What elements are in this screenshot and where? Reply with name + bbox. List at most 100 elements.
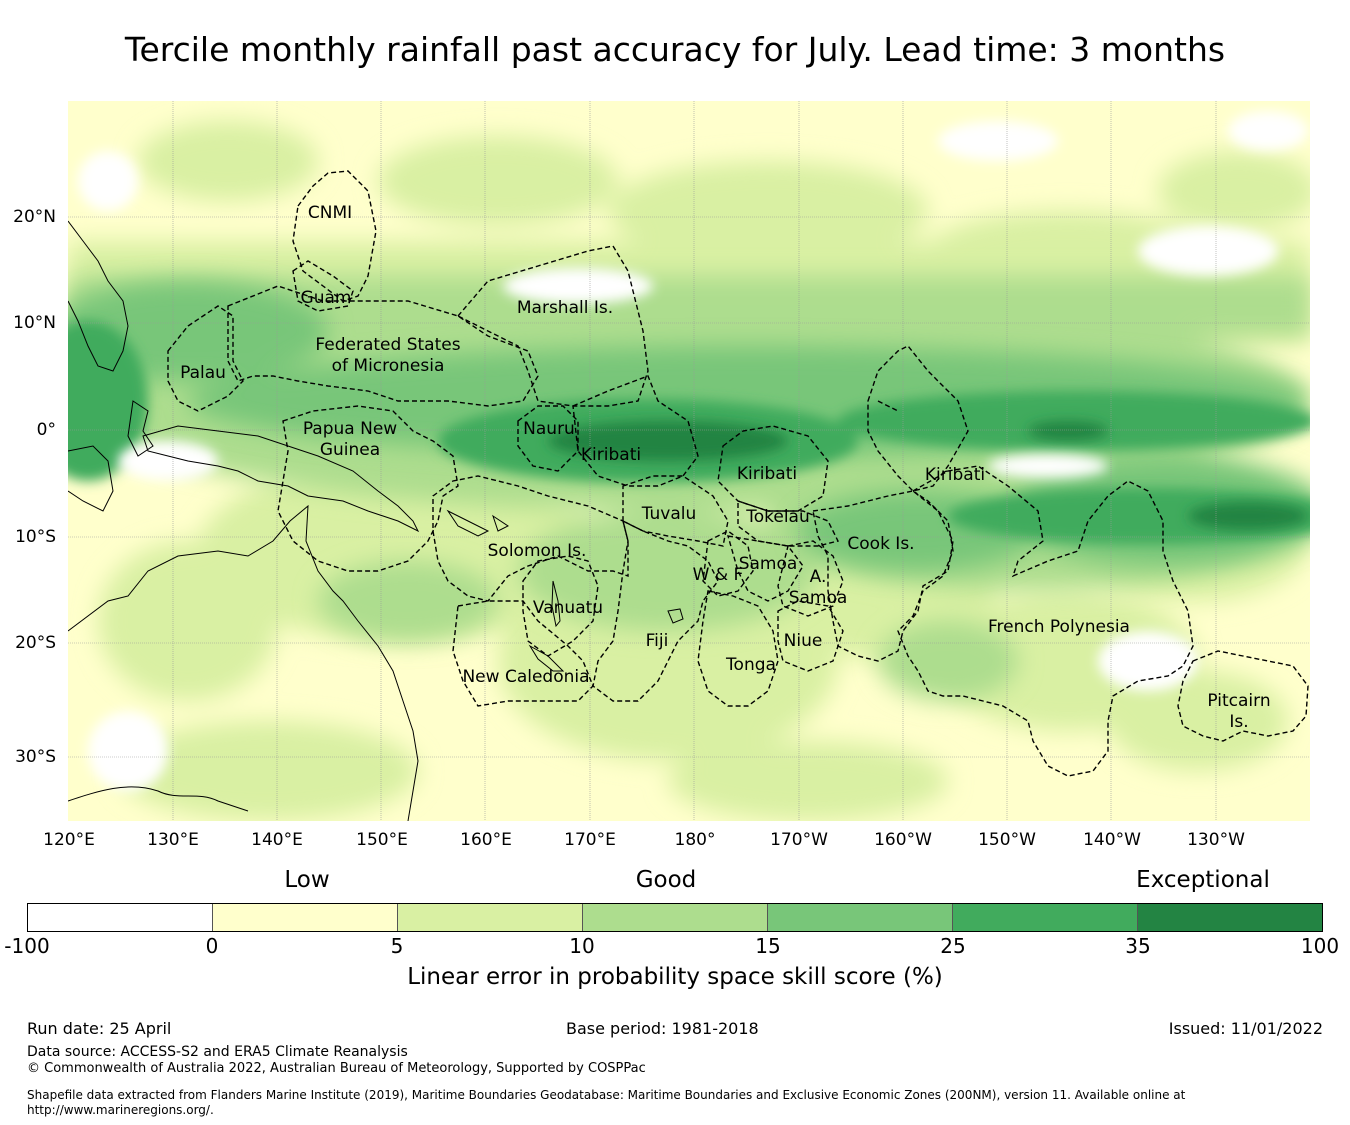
x-tick: 140°E xyxy=(251,830,303,850)
label-wf: W & F xyxy=(693,565,744,585)
solomon-eez xyxy=(432,475,629,602)
graticule xyxy=(68,101,1310,821)
shapefile-credit: Shapefile data extracted from Flanders M… xyxy=(27,1088,1185,1118)
borneo-coast xyxy=(68,445,114,512)
x-tick: 160°E xyxy=(460,830,512,850)
colorbar-segment xyxy=(953,904,1138,931)
colorbar-tick: 15 xyxy=(755,934,781,958)
y-tick: 0° xyxy=(36,420,56,440)
data-source: Data source: ACCESS-S2 and ERA5 Climate … xyxy=(27,1044,408,1060)
colorbar-tick: -100 xyxy=(4,934,50,958)
colorbar-category-exceptional: Exceptional xyxy=(1136,867,1270,893)
colorbar-label: Linear error in probability space skill … xyxy=(407,964,943,990)
y-tick: 10°S xyxy=(15,527,56,547)
french-polynesia-eez xyxy=(897,465,1194,777)
label-nauru: Nauru xyxy=(523,419,575,439)
solomon-islands-coast xyxy=(446,509,509,537)
label-new-caledonia: New Caledonia xyxy=(462,667,589,687)
run-date: Run date: 25 April xyxy=(27,1019,172,1038)
pitcairn-eez xyxy=(1177,650,1309,742)
y-tick: 20°N xyxy=(13,207,56,227)
y-tick: 10°N xyxy=(13,313,56,333)
vanuatu-coast xyxy=(551,580,561,628)
colorbar-tick: 0 xyxy=(205,934,219,958)
label-kiribati-1: Kiribati xyxy=(581,445,641,465)
colorbar-tick: 10 xyxy=(569,934,595,958)
colorbar-segment xyxy=(398,904,583,931)
label-kiribati-3: Kiribati xyxy=(925,465,985,485)
skill-field-exceptional xyxy=(548,421,1308,530)
y-tick: 20°S xyxy=(15,633,56,653)
label-png-2: Guinea xyxy=(320,440,380,460)
x-tick: 120°E xyxy=(43,830,95,850)
tonga-eez xyxy=(697,590,779,707)
label-palau: Palau xyxy=(180,363,226,383)
skill-field-negative xyxy=(78,111,1308,791)
vanuatu-eez xyxy=(522,555,599,657)
label-fiji: Fiji xyxy=(646,631,669,651)
label-guam: Guam xyxy=(301,288,352,308)
colorbar-segment xyxy=(28,904,213,931)
philippines-coast xyxy=(68,220,129,372)
map-title: Tercile monthly rainfall past accuracy f… xyxy=(124,30,1226,69)
colorbar-tick: 25 xyxy=(940,934,966,958)
x-tick: 170°E xyxy=(564,830,616,850)
label-am-samoa-2: Samoa xyxy=(789,588,848,608)
colorbar-tick: 100 xyxy=(1300,934,1340,958)
cnmi-eez xyxy=(292,170,377,302)
colorbar-segment xyxy=(1138,904,1322,931)
label-samoa: Samoa xyxy=(739,554,798,574)
x-tick: 130°E xyxy=(147,830,199,850)
australia-coast xyxy=(68,504,419,821)
label-png-1: Papua New xyxy=(303,419,397,439)
sulawesi-coast xyxy=(127,400,154,457)
tokelau-eez xyxy=(737,500,840,547)
fiji-eez xyxy=(592,519,719,702)
shapefile-credit-line1: Shapefile data extracted from Flanders M… xyxy=(27,1088,1186,1102)
new-caledonia-eez xyxy=(452,600,594,707)
region-labels: CNMI Guam Marshall Is. Federated States … xyxy=(180,203,1271,732)
kiribati-phoenix-eez xyxy=(717,425,829,512)
label-marshall: Marshall Is. xyxy=(517,298,613,318)
colorbar-tick: 35 xyxy=(1125,934,1151,958)
x-tick: 150°E xyxy=(356,830,408,850)
colorbar-segment xyxy=(768,904,953,931)
label-kiribati-2: Kiribati xyxy=(737,464,797,484)
label-solomon: Solomon Is. xyxy=(488,541,587,561)
x-tick: 160°W xyxy=(874,830,932,850)
new-caledonia-coast xyxy=(528,644,565,672)
kiribati-line-eez xyxy=(867,345,969,492)
new-guinea-coast xyxy=(142,425,420,533)
coastlines xyxy=(68,220,684,821)
shapefile-credit-line2: http://www.marineregions.org/. xyxy=(27,1103,214,1117)
colorbar-category-good: Good xyxy=(635,867,697,893)
x-tick: 170°W xyxy=(770,830,828,850)
x-tick: 140°W xyxy=(1083,830,1141,850)
tuvalu-eez xyxy=(622,475,729,547)
palau-eez xyxy=(167,305,244,412)
colorbar-segment xyxy=(213,904,398,931)
label-niue: Niue xyxy=(784,631,823,651)
label-am-samoa-1: A. xyxy=(810,567,827,587)
y-tick: 30°S xyxy=(15,747,56,767)
x-tick: 130°W xyxy=(1187,830,1245,850)
label-tuvalu: Tuvalu xyxy=(641,504,697,524)
eez-borders xyxy=(167,170,1309,777)
kiribati-gilbert-eez xyxy=(572,375,699,487)
label-cnmi: CNMI xyxy=(308,203,352,223)
label-tokelau: Tokelau xyxy=(745,507,810,527)
wallis-futuna-eez xyxy=(702,530,754,597)
label-tonga: Tonga xyxy=(725,655,776,675)
base-period: Base period: 1981-2018 xyxy=(566,1019,759,1038)
png-eez xyxy=(277,405,459,572)
copyright: © Commonwealth of Australia 2022, Austra… xyxy=(27,1061,646,1076)
samoa-eez xyxy=(727,535,804,602)
colorbar-tick: 5 xyxy=(390,934,404,958)
colorbar xyxy=(27,903,1323,932)
guam-eez xyxy=(292,260,354,312)
colorbar-category-low: Low xyxy=(284,867,330,893)
label-cook: Cook Is. xyxy=(847,534,914,554)
label-pitcairn-2: Is. xyxy=(1229,712,1248,732)
label-fsm-1: Federated States xyxy=(315,335,460,355)
colorbar-segment xyxy=(583,904,768,931)
